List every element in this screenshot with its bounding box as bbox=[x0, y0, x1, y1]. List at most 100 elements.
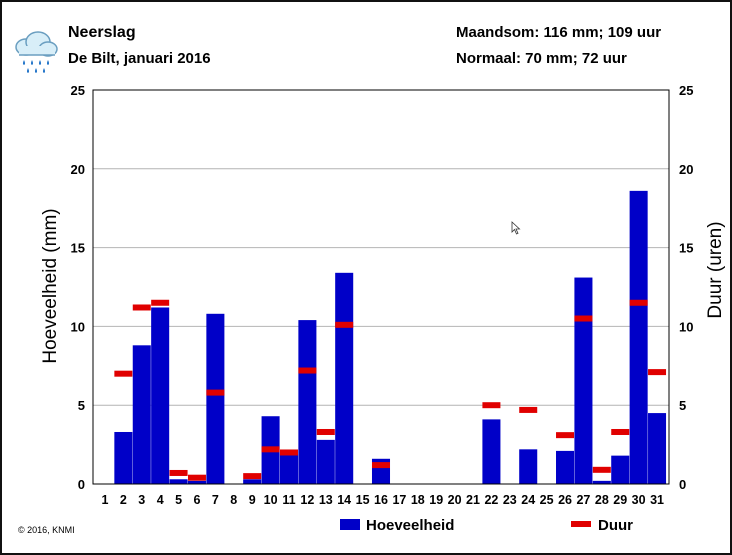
legend: Hoeveelheid Duur bbox=[340, 517, 633, 534]
bar bbox=[187, 480, 206, 484]
x-tick-label: 9 bbox=[249, 493, 256, 507]
x-tick-label: 4 bbox=[157, 493, 164, 507]
legend-swatch-hoeveelheid bbox=[340, 519, 360, 530]
x-tick-label: 13 bbox=[319, 493, 333, 507]
x-tick-label: 29 bbox=[613, 493, 627, 507]
bar bbox=[335, 272, 354, 484]
duration-marker bbox=[298, 367, 317, 374]
duration-marker bbox=[335, 321, 354, 328]
bar bbox=[151, 307, 170, 484]
x-tick-label: 22 bbox=[484, 493, 498, 507]
gridlines bbox=[93, 168, 669, 406]
bar bbox=[132, 345, 151, 484]
bar bbox=[482, 419, 501, 484]
x-tick-label: 6 bbox=[193, 493, 200, 507]
duration-marker bbox=[114, 370, 133, 377]
plot-frame bbox=[92, 89, 670, 485]
x-tick-label: 3 bbox=[138, 493, 145, 507]
duration-marker bbox=[611, 428, 630, 435]
duration-marker bbox=[574, 315, 593, 322]
duration-marker bbox=[629, 299, 648, 306]
duration-marker bbox=[132, 304, 151, 311]
chart-title: Neerslag bbox=[68, 24, 136, 41]
bar bbox=[648, 413, 667, 484]
bar bbox=[592, 480, 611, 484]
duration-marker bbox=[519, 406, 538, 413]
x-tick-label: 5 bbox=[175, 493, 182, 507]
x-tick-label: 28 bbox=[595, 493, 609, 507]
x-tick-label: 14 bbox=[337, 493, 351, 507]
x-tick-label: 15 bbox=[356, 493, 370, 507]
x-tick-label: 21 bbox=[466, 493, 480, 507]
duration-marker bbox=[187, 474, 206, 481]
bar bbox=[298, 320, 317, 484]
copyright: © 2016, KNMI bbox=[18, 525, 75, 535]
x-tick-label: 19 bbox=[429, 493, 443, 507]
x-tick-label: 8 bbox=[230, 493, 237, 507]
duration-marker bbox=[482, 402, 501, 409]
x-tick-label: 27 bbox=[576, 493, 590, 507]
duration-marker bbox=[243, 473, 262, 480]
x-tick-label: 23 bbox=[503, 493, 517, 507]
bar bbox=[611, 455, 630, 484]
bars bbox=[114, 190, 667, 484]
bar bbox=[243, 479, 262, 484]
x-tick-label: 1 bbox=[101, 493, 108, 507]
y2-tick-label: 20 bbox=[679, 162, 693, 177]
x-tick-label: 31 bbox=[650, 493, 664, 507]
y2-tick-label: 5 bbox=[679, 398, 686, 413]
duration-marker bbox=[648, 369, 667, 376]
y-axis-label: Hoeveelheid (mm) bbox=[40, 208, 61, 363]
bar bbox=[519, 449, 538, 484]
x-tick-label: 24 bbox=[521, 493, 535, 507]
x-tick-label: 11 bbox=[282, 493, 295, 507]
x-tick-label: 7 bbox=[212, 493, 219, 507]
rain-cloud-icon bbox=[10, 28, 60, 83]
x-tick-label: 25 bbox=[540, 493, 554, 507]
bar bbox=[574, 277, 593, 484]
bar bbox=[169, 479, 188, 484]
bar bbox=[206, 313, 225, 484]
bar bbox=[629, 190, 648, 484]
chart-subtitle: De Bilt, januari 2016 bbox=[68, 50, 211, 67]
y-tick-label: 5 bbox=[78, 398, 85, 413]
y2-tick-label: 10 bbox=[679, 319, 693, 334]
y-tick-label: 10 bbox=[71, 319, 85, 334]
y2-tick-label: 15 bbox=[679, 241, 693, 256]
duration-marker bbox=[316, 428, 335, 435]
y2-axis-label: Duur (uren) bbox=[705, 221, 726, 318]
y-tick-label: 25 bbox=[71, 83, 85, 98]
x-tick-label: 12 bbox=[300, 493, 314, 507]
legend-label-duur: Duur bbox=[598, 517, 633, 534]
bar bbox=[114, 431, 133, 484]
duration-marker bbox=[206, 389, 225, 396]
x-tick-label: 30 bbox=[632, 493, 646, 507]
bar bbox=[316, 439, 335, 484]
x-tick-label: 17 bbox=[392, 493, 406, 507]
x-tick-label: 10 bbox=[264, 493, 278, 507]
duration-marker bbox=[372, 462, 390, 469]
bar bbox=[556, 450, 575, 484]
x-tick-label: 20 bbox=[448, 493, 462, 507]
legend-label-hoeveelheid: Hoeveelheid bbox=[366, 517, 454, 534]
duration-marker bbox=[261, 446, 280, 453]
duration-marker bbox=[279, 449, 298, 456]
y-tick-label: 0 bbox=[78, 477, 85, 492]
duration-marker bbox=[169, 469, 188, 476]
x-tick-label: 26 bbox=[558, 493, 572, 507]
mouse-pointer-icon bbox=[511, 221, 521, 240]
y2-tick-label: 0 bbox=[679, 477, 686, 492]
legend-swatch-duur bbox=[571, 521, 591, 527]
normal-values: Normaal: 70 mm; 72 uur bbox=[456, 50, 627, 67]
x-tick-label: 2 bbox=[120, 493, 127, 507]
x-tick-label: 16 bbox=[374, 493, 388, 507]
duration-marker bbox=[151, 299, 170, 306]
month-total: Maandsom: 116 mm; 109 uur bbox=[456, 24, 662, 41]
y2-tick-label: 25 bbox=[679, 83, 693, 98]
duration-markers bbox=[114, 299, 667, 481]
y-tick-label: 15 bbox=[71, 241, 85, 256]
bar bbox=[279, 454, 299, 484]
